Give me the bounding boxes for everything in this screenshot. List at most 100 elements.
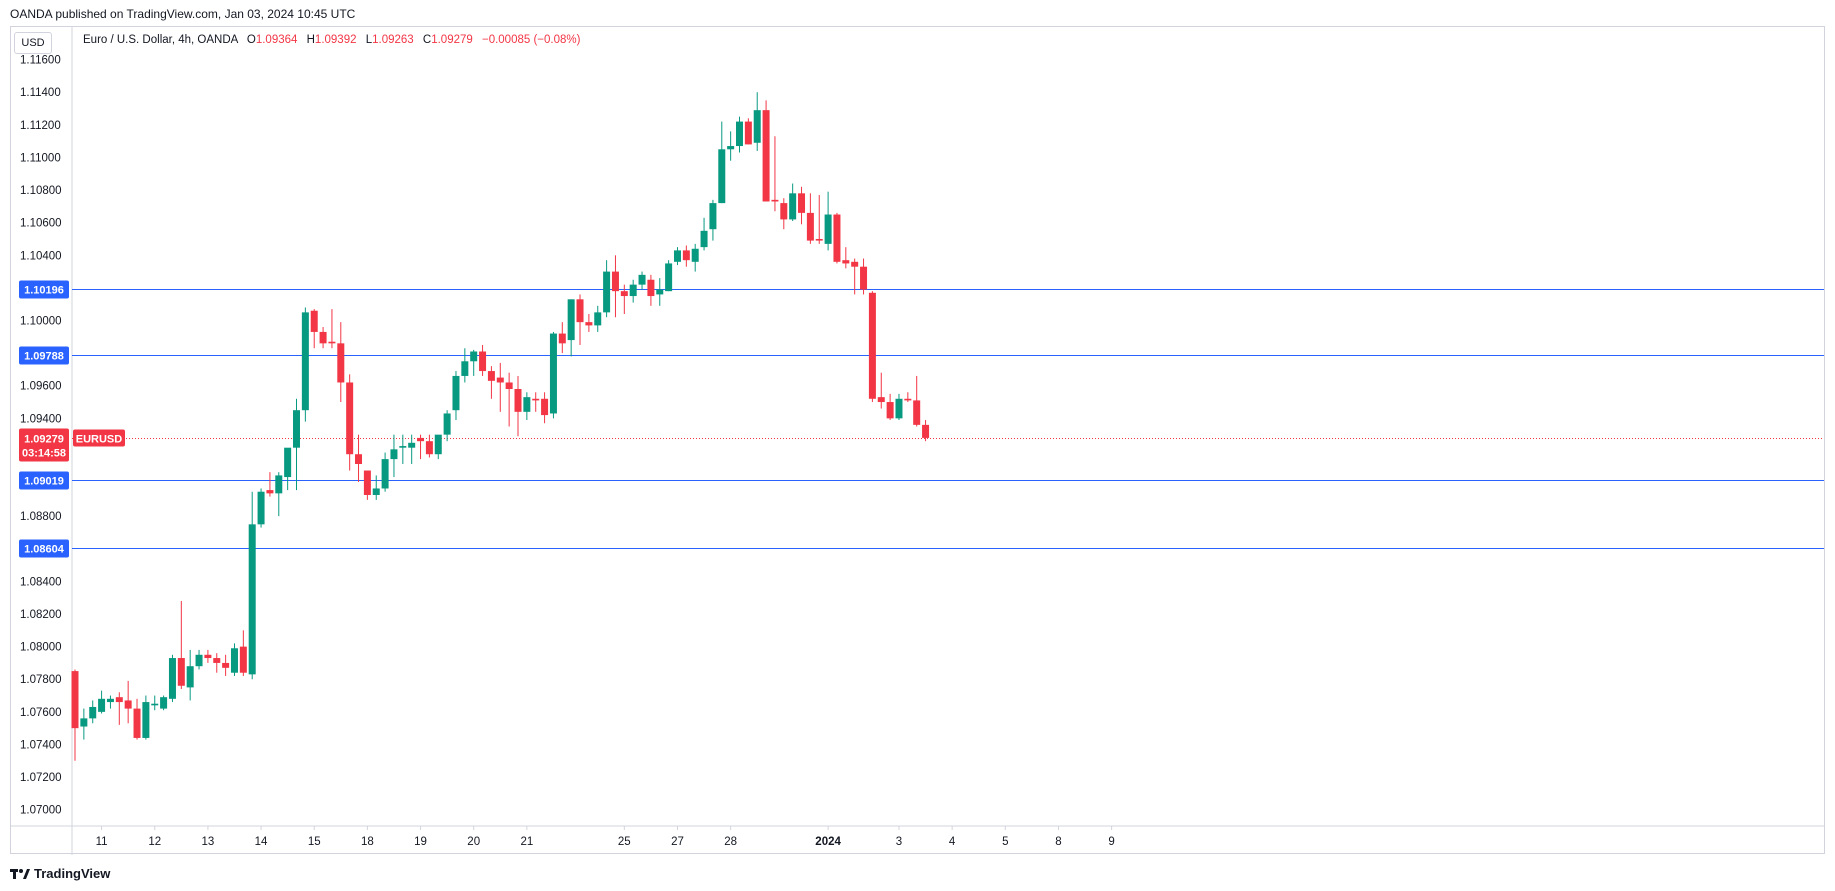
y-tick-label: 1.10800 (20, 185, 62, 197)
candle-body (452, 375, 460, 411)
candle-down (355, 434, 363, 482)
x-tick-label: 21 (520, 836, 533, 848)
candle-body (647, 279, 655, 297)
x-tick-label: 5 (1002, 836, 1008, 848)
candle-down (479, 344, 487, 376)
y-tick-label: 1.11600 (20, 55, 61, 67)
candle-body (656, 289, 664, 295)
candle-down (886, 393, 894, 420)
candle-body (665, 263, 673, 292)
candle-down (611, 255, 619, 318)
candle-body (142, 702, 150, 738)
candle-body (895, 398, 903, 419)
candle-body (833, 214, 841, 262)
legend-high-label: H (306, 34, 315, 46)
candle-body (603, 271, 611, 313)
candle-body (868, 292, 876, 399)
candle-up (824, 191, 832, 251)
y-tick-label: 1.11000 (20, 152, 61, 164)
level-price-label: 1.09019 (24, 476, 64, 488)
x-tick-label: 20 (467, 836, 480, 848)
candle-body (496, 377, 504, 383)
candle-body (319, 331, 327, 344)
candle-up (168, 654, 176, 703)
candle-body (346, 382, 354, 455)
candle-up (80, 708, 88, 740)
tradingview-brand-label: TradingView (34, 866, 111, 881)
candle-down (425, 434, 433, 458)
x-tick-label: 15 (308, 836, 321, 848)
y-tick-label: 1.09400 (20, 413, 62, 425)
candle-body (275, 475, 283, 494)
legend-low-value: 1.09263 (372, 34, 414, 46)
horizontal-levels-layer (72, 289, 1824, 549)
symbol-tag-label: EURUSD (76, 434, 123, 446)
candle-body (425, 441, 433, 455)
candle-body (266, 490, 274, 494)
y-tick-label: 1.09600 (20, 381, 62, 393)
candle-body (328, 341, 336, 344)
candle-body (257, 491, 265, 525)
candle-body (877, 397, 885, 403)
candle-body (567, 299, 575, 341)
candle-down (496, 362, 504, 412)
candle-up (567, 299, 575, 357)
candle-down (868, 291, 876, 403)
candle-up (452, 371, 460, 420)
candle-down (922, 419, 930, 442)
candle-body (470, 351, 478, 362)
candle-up (186, 649, 194, 701)
candle-down (417, 434, 425, 460)
candle-down (806, 193, 814, 244)
candle-up (89, 700, 97, 724)
candle-body (177, 658, 185, 686)
candle-up (275, 472, 283, 517)
candle-body (248, 524, 256, 675)
candle-down (682, 245, 690, 267)
candle-body (461, 361, 469, 376)
tradingview-brand[interactable]: TradingView (10, 866, 110, 881)
candle-body (762, 110, 770, 202)
candle-up (293, 398, 300, 491)
legend-high-value: 1.09392 (314, 34, 357, 46)
candle-up (160, 695, 168, 711)
axis-layer: 1.11600 1.11400 1.11200 1.11000 1.10800 1.106… (10, 27, 1824, 855)
candle-down (771, 136, 779, 212)
candle-down (576, 294, 584, 345)
x-tick-label: 9 (1108, 836, 1114, 848)
candle-down (860, 258, 868, 295)
candle-body (505, 382, 513, 389)
candle-up (381, 452, 389, 492)
candle-body (284, 447, 292, 478)
candle-body (691, 248, 699, 262)
legend-open-label: O (246, 34, 256, 46)
candle-body (718, 149, 726, 204)
legend-symbol[interactable]: Euro / U.S. Dollar, 4h, OANDA (83, 34, 238, 46)
x-tick-label: 2024 (815, 836, 841, 848)
y-tick-label: 1.08200 (20, 609, 62, 621)
level-price-label: 1.10196 (24, 285, 64, 297)
candle-down (239, 630, 247, 676)
candle-body (532, 398, 540, 401)
candle-up (257, 488, 265, 528)
y-tick-label: 1.07200 (20, 772, 62, 784)
level-price-tag (19, 346, 69, 365)
candle-body (399, 446, 407, 448)
candle-body (381, 459, 389, 489)
candle-body (390, 449, 398, 460)
candle-body (771, 199, 779, 202)
candle-down (762, 100, 770, 202)
candle-body (151, 703, 159, 706)
candle-body (301, 312, 309, 411)
candle-body (549, 333, 557, 414)
candle-up (399, 434, 407, 465)
candle-down (585, 313, 593, 332)
legend-close-value: 1.09279 (431, 34, 473, 46)
candle-up (390, 434, 398, 478)
candle-body (80, 718, 88, 727)
candle-down (363, 470, 371, 500)
currency-button[interactable]: USD (14, 32, 52, 54)
candle-down (798, 186, 806, 225)
candle-body (789, 193, 797, 220)
